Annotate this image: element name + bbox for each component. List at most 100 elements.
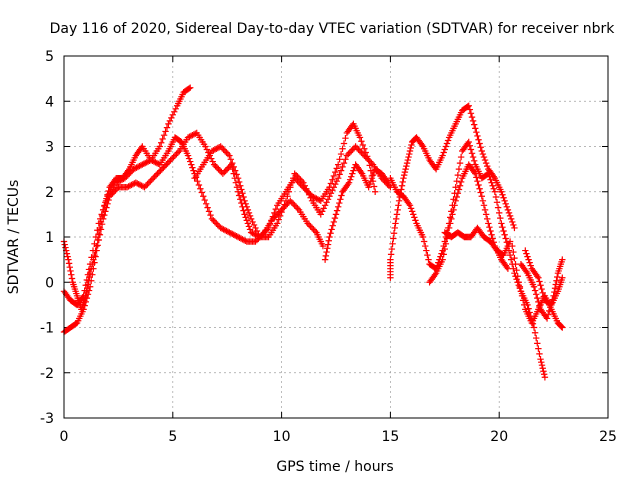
data-point: [287, 184, 294, 191]
data-point: [467, 146, 475, 153]
data-point: [231, 167, 239, 174]
data-point: [362, 153, 369, 161]
data-point: [208, 215, 216, 223]
data-point: [501, 231, 508, 238]
data-point: [342, 135, 349, 142]
data-point: [537, 282, 544, 289]
data-point: [440, 149, 447, 156]
data-point: [305, 191, 313, 198]
data-point: [202, 200, 210, 208]
data-point: [159, 135, 166, 143]
data-point: [203, 146, 211, 153]
data-point: [171, 152, 179, 159]
data-point: [393, 211, 401, 218]
y-tick-label: 1: [45, 230, 54, 246]
data-point: [144, 158, 152, 165]
data-point: [479, 150, 487, 158]
data-point: [358, 149, 365, 156]
data-point: [369, 171, 377, 179]
data-point: [188, 161, 195, 168]
data-point: [501, 197, 508, 204]
data-point: [68, 275, 76, 282]
data-point: [129, 181, 137, 188]
data-point: [330, 172, 338, 180]
data-point: [207, 211, 214, 219]
data-point: [61, 241, 68, 248]
data-point: [473, 128, 480, 136]
data-point: [491, 188, 499, 195]
data-point: [82, 282, 89, 289]
data-point: [476, 185, 483, 192]
data-point: [292, 203, 300, 211]
data-point: [218, 225, 226, 232]
data-point: [474, 177, 481, 185]
data-point: [62, 244, 69, 251]
y-axis-label: SDTVAR / TECUs: [6, 180, 22, 295]
data-point: [281, 201, 288, 208]
data-point: [297, 176, 304, 183]
data-point: [332, 168, 339, 176]
data-point: [224, 165, 231, 173]
data-point: [221, 227, 229, 234]
data-point: [497, 214, 504, 222]
data-point: [219, 170, 227, 177]
data-point: [487, 176, 494, 183]
data-point: [221, 147, 229, 155]
y-tick-label: 5: [45, 49, 54, 65]
data-point: [90, 265, 97, 272]
data-point: [148, 176, 155, 183]
data-point: [237, 235, 245, 242]
data-point: [63, 250, 71, 257]
data-point: [465, 102, 472, 109]
data-point: [66, 263, 74, 271]
data-point: [334, 203, 342, 211]
data-point: [160, 164, 167, 171]
data-point: [89, 271, 96, 278]
data-point: [239, 236, 246, 243]
data-point: [324, 241, 332, 248]
data-point: [189, 131, 196, 139]
data-point: [493, 199, 501, 206]
data-point: [81, 302, 88, 309]
data-point: [346, 149, 353, 156]
data-point: [82, 298, 89, 306]
data-point: [282, 197, 290, 204]
data-point: [518, 292, 526, 300]
data-point: [128, 181, 135, 189]
data-point: [204, 204, 211, 211]
data-point: [410, 211, 417, 218]
data-point: [242, 200, 249, 208]
data-point: [233, 171, 240, 178]
data-point: [167, 156, 174, 164]
data-point: [468, 150, 476, 157]
data-point: [498, 220, 505, 227]
data-point: [304, 220, 311, 227]
y-tick-label: 3: [45, 140, 54, 156]
data-point: [152, 171, 160, 179]
data-point: [336, 156, 343, 163]
data-point: [233, 233, 240, 240]
data-point: [393, 215, 400, 223]
data-point: [298, 177, 306, 185]
data-point: [126, 170, 133, 177]
data-point: [466, 106, 474, 113]
data-point: [361, 145, 368, 152]
data-point: [172, 105, 179, 112]
data-point: [106, 193, 113, 200]
data-point: [109, 190, 116, 197]
data-point: [103, 204, 110, 211]
data-point: [470, 121, 478, 128]
data-point: [163, 161, 170, 168]
data-point: [234, 233, 242, 241]
data-point: [79, 294, 86, 301]
data-point: [126, 182, 134, 189]
data-point: [142, 159, 149, 167]
data-point: [319, 208, 326, 215]
x-axis-label: GPS time / hours: [276, 459, 393, 475]
data-point: [465, 138, 472, 146]
data-point: [559, 274, 566, 281]
data-point: [171, 108, 178, 116]
data-point: [164, 159, 171, 167]
data-point: [185, 155, 193, 162]
data-point: [331, 214, 339, 222]
